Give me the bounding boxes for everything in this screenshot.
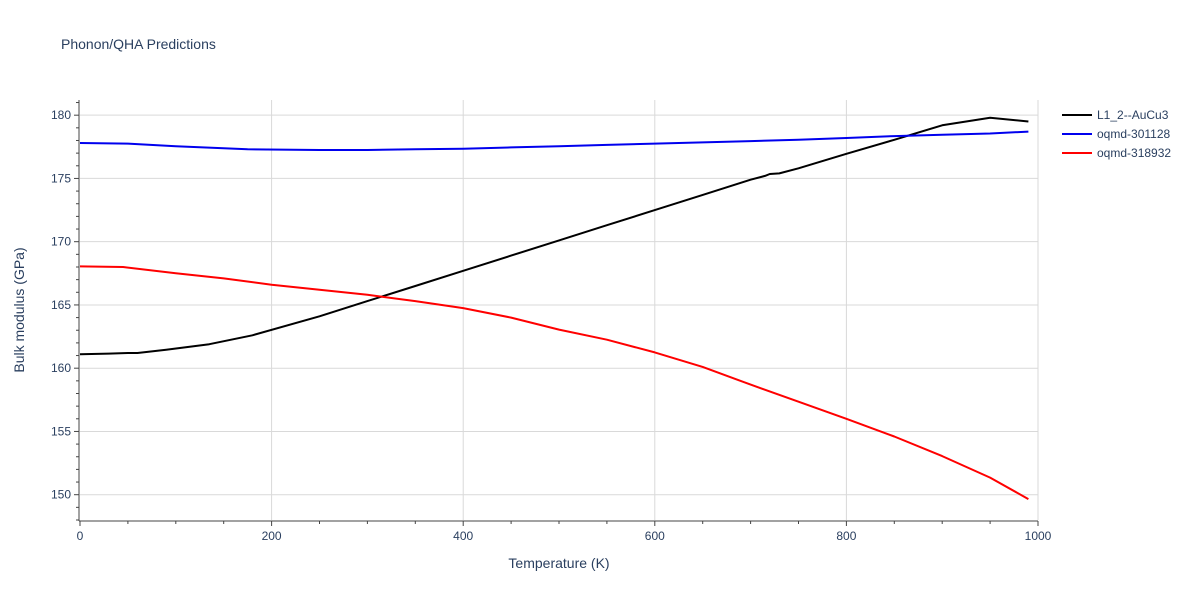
legend-label: oqmd-301128 (1097, 127, 1170, 141)
y-axis-title: Bulk modulus (GPa) (11, 247, 27, 372)
series-line (79, 130, 1029, 151)
series-line (79, 116, 1029, 356)
legend-item[interactable]: oqmd-318932 (1062, 146, 1171, 160)
y-tick-label: 155 (51, 424, 71, 438)
x-tick-label: 800 (836, 529, 856, 543)
x-tick-label: 200 (262, 529, 282, 543)
y-tick-label: 180 (51, 108, 71, 122)
x-tick-label: 400 (453, 529, 473, 543)
series-lines (79, 116, 1029, 500)
y-tick-label: 175 (51, 171, 71, 185)
x-tick-label: 0 (77, 529, 84, 543)
legend-item[interactable]: oqmd-301128 (1062, 127, 1170, 141)
y-tick-label: 150 (51, 488, 71, 502)
axes (74, 100, 1039, 526)
legend[interactable]: L1_2--AuCu3 oqmd-301128 oqmd-318932 (1062, 108, 1171, 160)
chart-title: Phonon/QHA Predictions (61, 36, 216, 52)
y-tick-label: 170 (51, 235, 71, 249)
legend-label: L1_2--AuCu3 (1097, 108, 1169, 122)
x-tick-label: 600 (645, 529, 665, 543)
y-tick-label: 160 (51, 361, 71, 375)
y-tick-label: 165 (51, 298, 71, 312)
legend-item[interactable]: L1_2--AuCu3 (1062, 108, 1169, 122)
series-line (79, 265, 1029, 500)
legend-label: oqmd-318932 (1097, 146, 1171, 160)
tick-labels: 150 155 160 165 170 175 180 0 200 400 600 800 1000 (51, 108, 1052, 543)
x-tick-label: 1000 (1025, 529, 1052, 543)
x-axis-title: Temperature (K) (508, 555, 609, 571)
grid (80, 100, 1039, 520)
